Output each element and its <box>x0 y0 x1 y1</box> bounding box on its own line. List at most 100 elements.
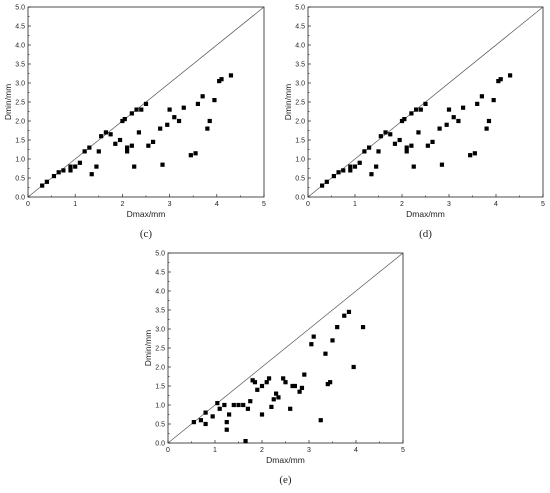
data-point <box>271 397 276 402</box>
data-point <box>341 168 346 173</box>
data-point <box>430 139 435 144</box>
data-point <box>191 420 196 425</box>
x-tick-label: 3 <box>168 201 172 208</box>
data-point <box>292 383 297 389</box>
data-point <box>496 79 501 84</box>
data-point <box>129 111 134 116</box>
data-point <box>451 115 456 120</box>
y-axis-label: Dmin/mm <box>283 84 293 120</box>
x-tick-label: 5 <box>541 201 545 208</box>
data-point <box>259 412 265 417</box>
data-point <box>348 168 353 173</box>
y-tick-label: 5.0 <box>15 5 25 12</box>
y-tick-label: 1.5 <box>15 138 25 145</box>
y-tick-label: 4.0 <box>155 289 165 296</box>
y-tick-label: 2.5 <box>15 100 25 107</box>
data-point <box>351 364 356 370</box>
data-point <box>367 145 372 150</box>
data-point <box>167 107 172 112</box>
data-point <box>82 149 87 154</box>
y-tick-label: 4.5 <box>155 270 165 277</box>
data-point <box>89 172 94 177</box>
data-point <box>388 132 393 137</box>
data-point <box>324 179 329 184</box>
data-point <box>99 134 104 139</box>
data-point <box>399 118 405 124</box>
data-point <box>195 101 201 106</box>
data-point <box>491 98 496 103</box>
data-point <box>129 143 134 148</box>
y-tick-label: 0.0 <box>295 195 305 202</box>
x-tick-label: 3 <box>307 447 311 454</box>
data-point <box>103 130 108 135</box>
data-point <box>418 107 423 112</box>
y-axis-label: Dmin/mm <box>143 330 153 366</box>
data-point <box>217 406 222 411</box>
data-point <box>87 145 92 150</box>
y-tick-label: 0.5 <box>155 422 165 429</box>
data-point <box>336 170 341 175</box>
data-point <box>479 94 484 99</box>
y-tick-label: 2.0 <box>295 119 305 126</box>
data-point <box>248 399 253 404</box>
panel-label: (e) <box>279 474 292 486</box>
x-tick-label: 2 <box>400 201 404 208</box>
data-point <box>264 380 269 385</box>
data-point <box>508 73 513 78</box>
data-point <box>376 149 381 154</box>
y-tick-label: 2.5 <box>295 100 305 107</box>
x-tick-label: 1 <box>73 201 77 208</box>
data-point <box>288 406 293 411</box>
data-point <box>468 153 473 158</box>
data-point <box>274 391 279 396</box>
y-tick-label: 1.5 <box>295 138 305 145</box>
x-tick-label: 3 <box>447 201 451 208</box>
data-point <box>475 101 480 106</box>
y-tick-label: 2.0 <box>155 365 165 372</box>
data-point <box>146 143 151 148</box>
x-tick-label: 4 <box>354 447 358 454</box>
data-point <box>369 172 374 177</box>
data-point <box>122 117 127 122</box>
data-point <box>404 145 409 150</box>
data-point <box>411 164 416 169</box>
x-tick-label: 2 <box>260 447 264 454</box>
data-point <box>335 325 340 330</box>
x-tick-label: 0 <box>26 201 30 208</box>
x-axis-label: Dmax/mm <box>266 455 305 465</box>
data-point <box>241 402 246 408</box>
data-point <box>160 162 165 167</box>
data-point <box>68 164 73 169</box>
data-point <box>325 382 330 387</box>
data-point <box>222 402 227 408</box>
y-tick-label: 0.5 <box>295 176 305 183</box>
data-point <box>40 183 45 188</box>
panel-e-scatter-plot: 0 1 2 3 4 5 0.0 0.5 1.0 1.5 2.0 2.5 3.0 3.5 4.0 4.5 5.0 D… <box>143 251 405 487</box>
data-point <box>437 126 442 131</box>
data-point <box>290 383 295 389</box>
data-point <box>328 380 333 385</box>
data-point <box>498 77 503 82</box>
data-point <box>297 389 302 394</box>
data-point <box>188 153 193 158</box>
y-tick-label: 5.0 <box>295 5 305 12</box>
data-point <box>224 427 229 432</box>
y-tick-label: 1.5 <box>155 384 165 391</box>
data-point <box>269 404 274 409</box>
data-point <box>318 418 323 423</box>
data-point <box>252 380 258 385</box>
data-point <box>423 101 428 106</box>
data-point <box>217 79 222 84</box>
data-point <box>212 98 217 103</box>
x-tick-label: 1 <box>353 201 357 208</box>
data-point <box>44 179 49 184</box>
panel-label: (d) <box>419 228 432 240</box>
data-point <box>219 77 224 82</box>
data-point <box>352 164 358 169</box>
x-tick-label: 5 <box>401 447 405 454</box>
data-point <box>342 313 347 318</box>
y-tick-label: 2.5 <box>155 346 165 353</box>
data-point <box>348 164 353 169</box>
y-tick-label: 3.5 <box>295 62 305 69</box>
